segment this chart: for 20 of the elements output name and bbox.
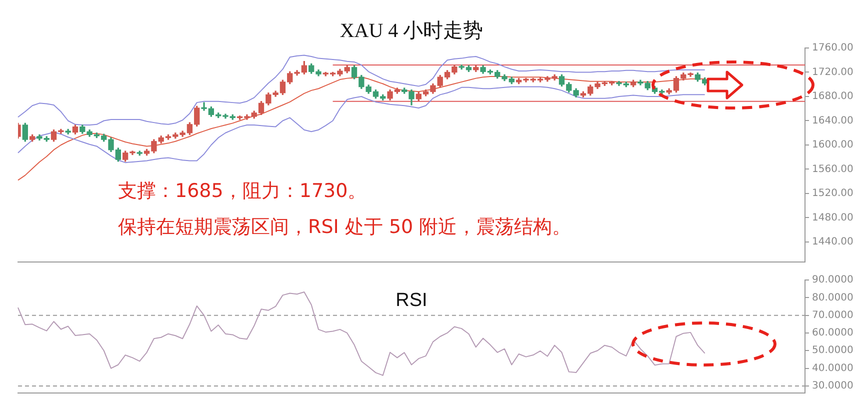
- y-tick-label: 1640.00: [812, 115, 854, 126]
- annotation: 支撑：1685，阻力：1730。: [118, 180, 367, 202]
- y-tick-label: 1720.00: [812, 66, 854, 78]
- y-tick-label: 1680.00: [812, 91, 854, 102]
- y-tick-label: 1560.00: [812, 164, 854, 175]
- y-tick-label: 60.0000: [812, 328, 854, 339]
- annotation: 保持在短期震荡区间，RSI 处于 50 附近，震荡结构。: [118, 216, 572, 238]
- y-tick-label: 1440.00: [812, 236, 854, 248]
- y-tick-label: 90.0000: [812, 274, 854, 286]
- y-tick-label: 1520.00: [812, 188, 854, 200]
- text: RSI: [396, 290, 428, 311]
- chart-title: XAU 4 小时走势: [340, 20, 484, 42]
- y-tick-label: 50.0000: [812, 345, 854, 356]
- y-tick-label: 1600.00: [812, 140, 854, 151]
- y-tick-label: 1480.00: [812, 212, 854, 224]
- y-tick-label: 70.0000: [812, 310, 854, 321]
- y-tick-label: 30.0000: [812, 380, 854, 392]
- y-tick-label: 1760.00: [812, 42, 854, 54]
- y-tick-label: 80.0000: [812, 292, 854, 304]
- y-tick-label: 40.0000: [812, 362, 854, 374]
